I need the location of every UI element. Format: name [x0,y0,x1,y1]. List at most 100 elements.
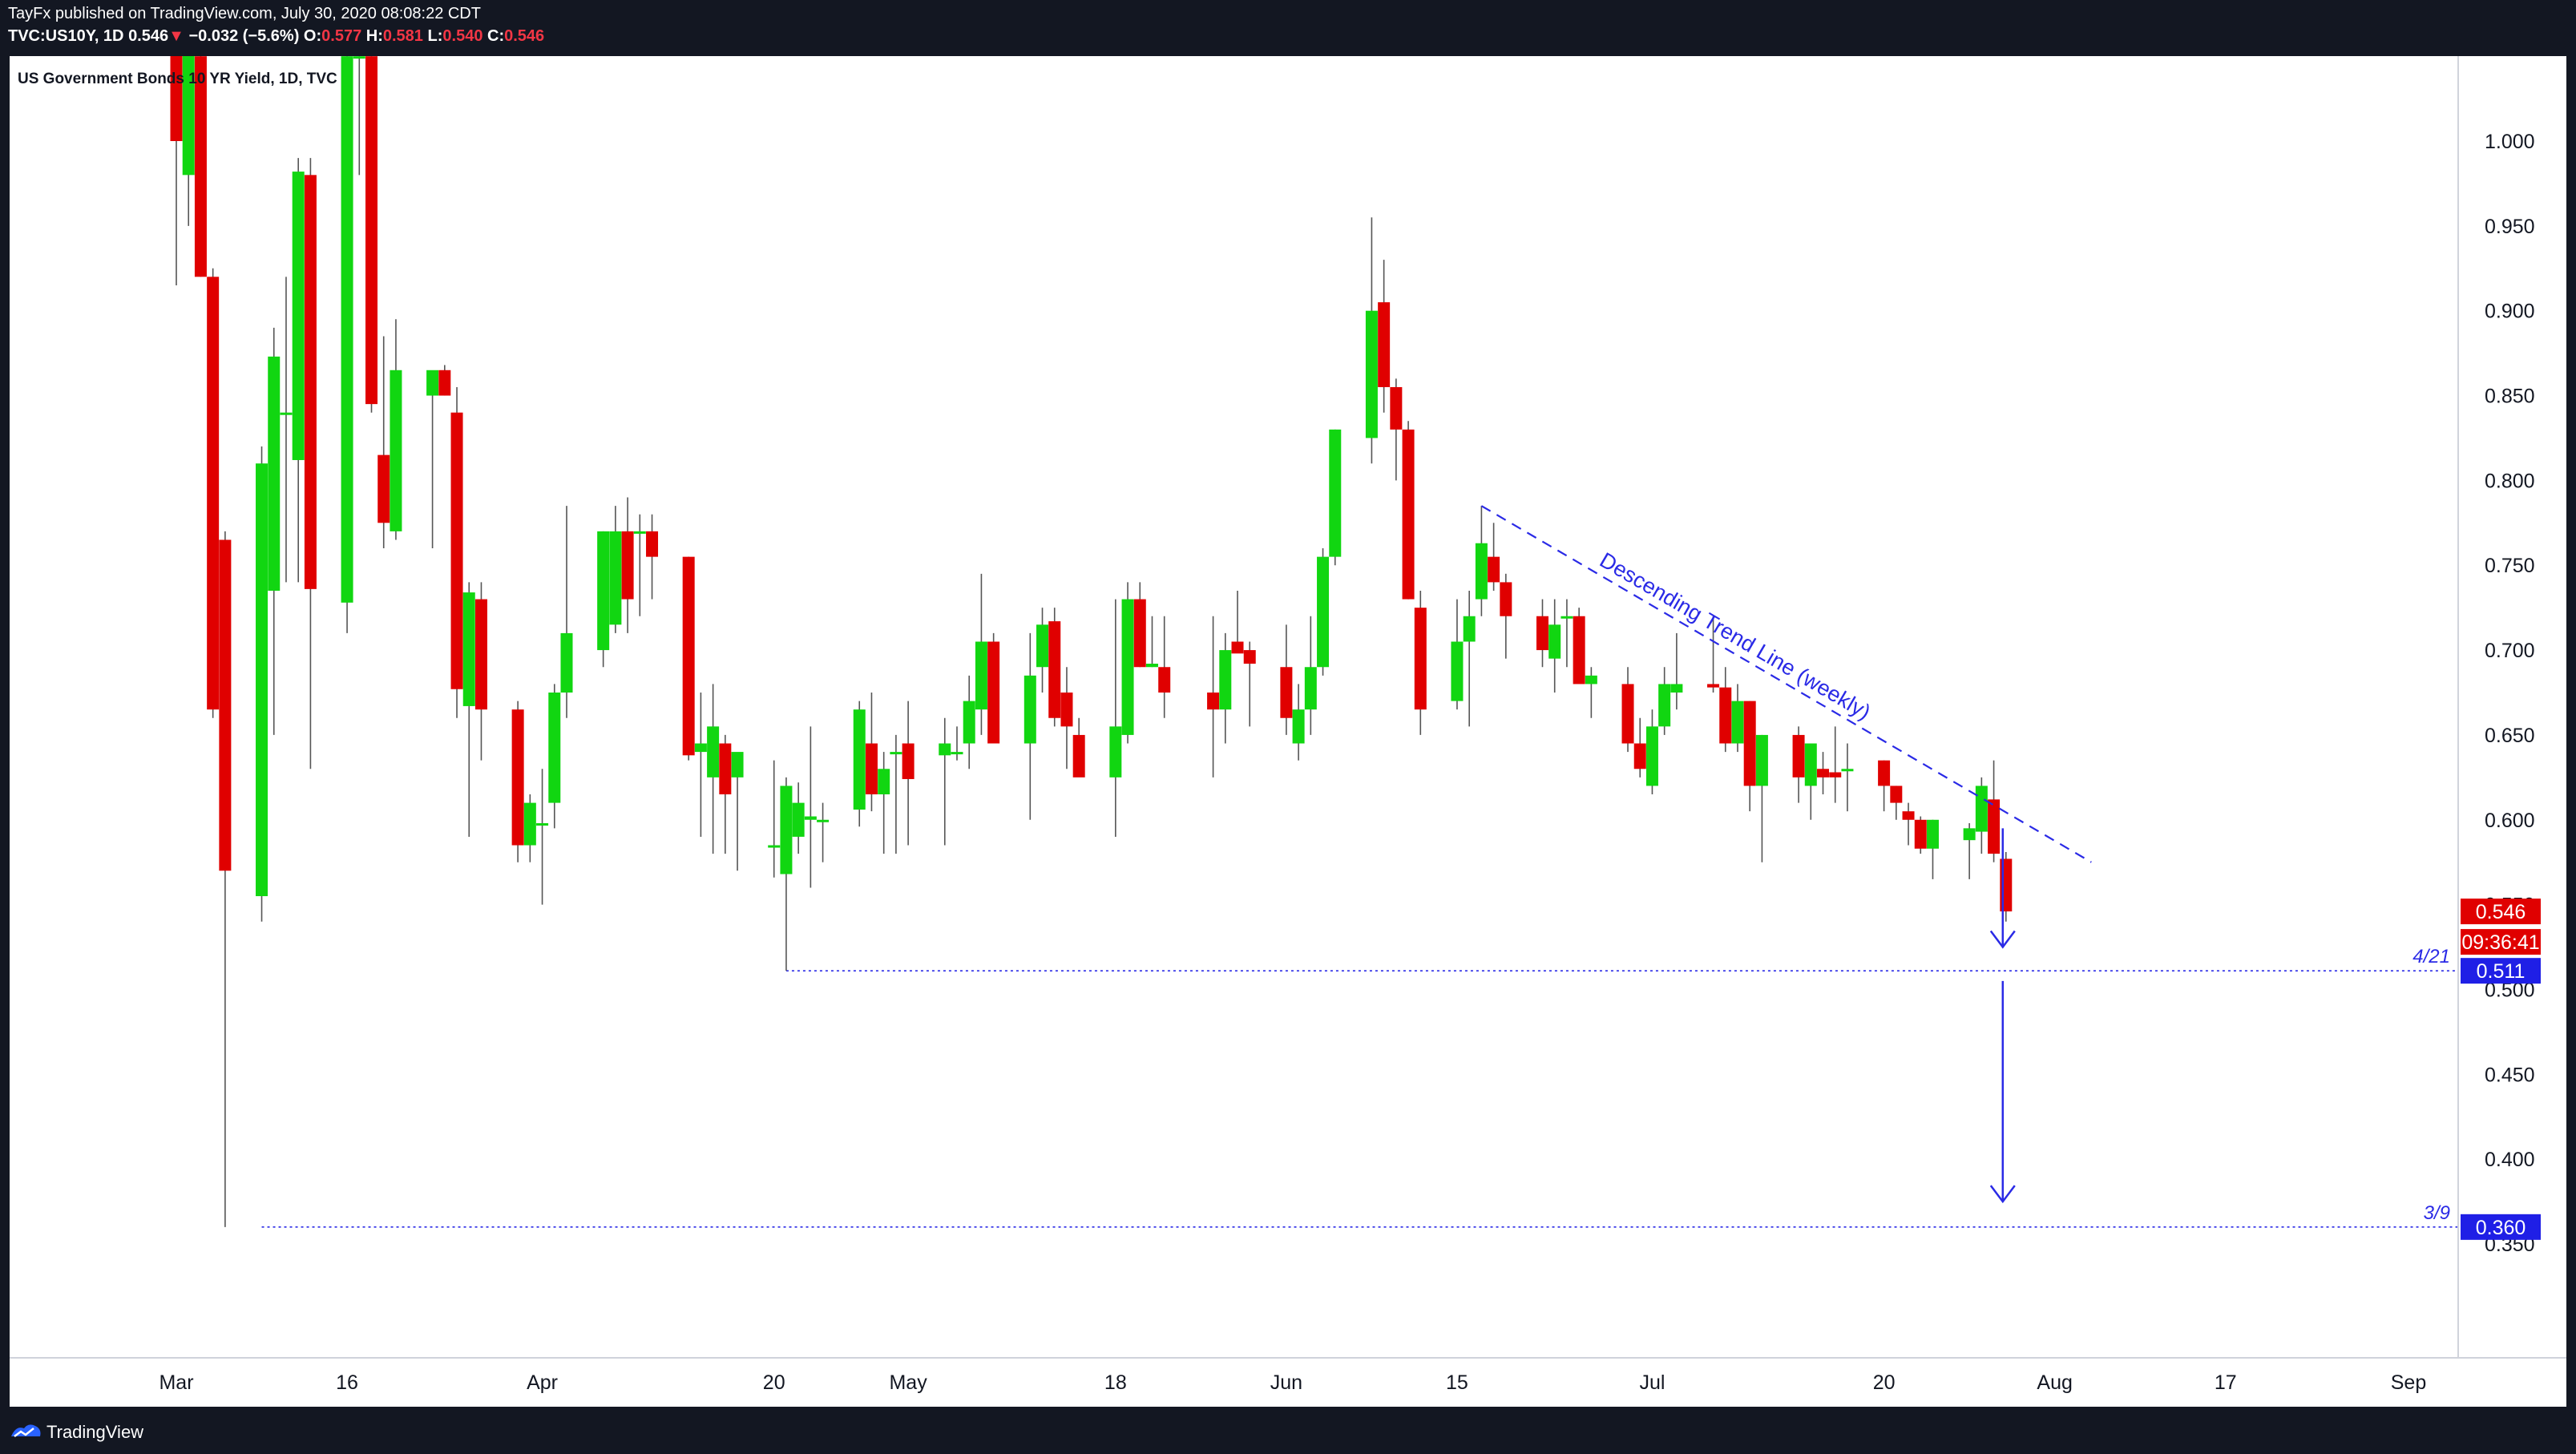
candle-up [1317,556,1330,668]
chart-panel[interactable]: 4/21 3/9 Descending Trend Line (weekly) 0… [10,56,2566,1407]
x-tick-label: Apr [527,1371,558,1394]
candle-up [707,726,720,777]
candle-up [523,802,536,846]
candlestick-chart[interactable]: 4/213/9 Descending Trend Line (weekly) 0… [10,56,2566,1407]
candle-up [1975,786,1988,832]
countdown-tag-box [2461,929,2541,955]
level-0511-tag-text: 0.511 [2477,960,2526,983]
level-0360-tag-box [2461,1214,2541,1240]
down-arrow-2-head [1989,1185,2016,1204]
candle-up [1329,429,1342,557]
change-value: −0.032 (−5.6%) [188,27,300,45]
candle-down [474,599,487,710]
candle-up [1121,599,1134,735]
candle-up [1219,650,1232,710]
candle-down [1792,734,1805,777]
candle-up [597,531,610,651]
time-axis[interactable]: Mar 16 Apr 20 May 18 Jun 15 Jul 20 Aug 17 Sep [159,1371,2426,1394]
candle-down [1207,693,1220,710]
candle-down [1743,701,1756,786]
y-tick-label: 0.650 [2485,725,2535,747]
candle-down [1500,582,1512,616]
publish-header: TayFx published on TradingView.com, July… [0,0,2576,53]
candle-down [511,709,524,846]
x-tick-label: Jun [1270,1371,1302,1394]
x-tick-label: Aug [2037,1371,2072,1394]
candle-down [719,743,732,795]
candle-down [378,454,390,523]
x-tick-label: 17 [2215,1371,2237,1394]
candle-down [1914,819,1927,849]
candle-up [1658,684,1671,727]
candle-up [1451,641,1464,701]
descending-trend-line [1480,505,2092,863]
candle-down [621,531,634,600]
symbol-label: TVC:US10Y, 1D [8,27,124,45]
candle-down [1890,786,1903,803]
candle-up [548,693,561,803]
candle-down [865,743,878,795]
candle-down [219,539,232,871]
x-tick-label: 20 [763,1371,785,1394]
candle-up [1926,819,1939,849]
candle-up [817,819,830,822]
tradingview-logo-icon[interactable] [10,1420,42,1441]
candle-down [1048,621,1061,718]
candle-down [1621,684,1634,744]
y-tick-label: 0.400 [2485,1149,2535,1171]
x-tick-label: 18 [1104,1371,1127,1394]
candle-down [1280,667,1293,718]
candle-up [1024,675,1036,744]
y-tick-label: 0.600 [2485,810,2535,832]
level-0511-label: 4/21 [2412,946,2450,967]
low-label: L: [427,27,443,45]
candle-up [975,641,987,710]
candle-up [1304,667,1317,710]
candle-down [1072,734,1085,777]
candle-down [170,56,183,141]
candle-up [1365,310,1378,438]
candle-up [292,172,305,460]
candle-down [1988,799,2001,854]
candle-up [633,531,646,534]
candle-up [353,56,365,59]
candle-up [1145,664,1158,668]
candle-down [1633,743,1646,769]
candle-up [1963,828,1976,841]
candle-up [731,752,744,777]
x-tick-label: Sep [2391,1371,2426,1394]
candle-up [939,743,951,756]
candle-up [951,752,963,755]
low-value: 0.540 [442,27,483,45]
candle-down [682,556,695,756]
candle-up [280,412,293,415]
candle-up [1804,743,1817,786]
chart-background [10,56,2566,1407]
close-label: C: [487,27,505,45]
candle-up [878,769,890,795]
publisher-line: TayFx published on TradingView.com, July… [8,5,481,23]
candle-down [1817,769,1830,777]
footer-brand[interactable]: TradingView [46,1422,144,1442]
high-label: H: [365,27,383,45]
candle-up [1109,726,1122,777]
candle-down [1158,667,1171,693]
candle-down [1133,599,1146,668]
candle-down [438,370,451,396]
candle-up [1841,769,1854,772]
candle-up [792,802,805,837]
candle-down [1829,772,1842,777]
down-arrow-1-head [1989,930,2016,949]
candle-down [1378,302,1391,387]
level-0360-label: 3/9 [2424,1202,2450,1224]
candle-down [1878,760,1891,786]
candle-up [609,531,622,625]
candle-down [1390,386,1403,430]
candle-down [646,531,659,557]
candle-up [1292,709,1305,744]
candle-down [450,412,463,689]
candle-up [1670,684,1683,693]
publisher-text: TayFx published on TradingView.com, July… [8,5,481,22]
candle-up [963,701,975,744]
candle-down [304,175,317,589]
